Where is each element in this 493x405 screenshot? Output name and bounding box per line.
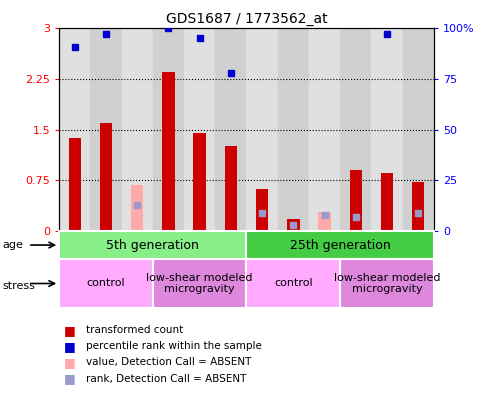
Bar <box>69 138 81 231</box>
Title: GDS1687 / 1773562_at: GDS1687 / 1773562_at <box>166 12 327 26</box>
Bar <box>256 189 268 231</box>
Bar <box>318 212 331 231</box>
Bar <box>309 28 340 231</box>
Text: ■: ■ <box>64 372 76 385</box>
Bar <box>371 28 403 231</box>
Text: transformed count: transformed count <box>86 325 183 335</box>
Bar <box>225 147 237 231</box>
Bar <box>153 259 246 308</box>
Bar <box>131 185 143 231</box>
Text: 25th generation: 25th generation <box>290 239 390 252</box>
Bar <box>278 28 309 231</box>
Bar <box>246 231 434 259</box>
Bar <box>100 123 112 231</box>
Bar <box>162 72 175 231</box>
Text: control: control <box>87 279 125 288</box>
Bar <box>340 28 371 231</box>
Text: percentile rank within the sample: percentile rank within the sample <box>86 341 262 351</box>
Bar <box>215 28 246 231</box>
Text: 5th generation: 5th generation <box>106 239 199 252</box>
Bar <box>381 173 393 231</box>
Text: value, Detection Call = ABSENT: value, Detection Call = ABSENT <box>86 358 251 367</box>
Bar <box>59 28 90 231</box>
Bar <box>153 28 184 231</box>
Bar <box>122 28 153 231</box>
Text: low-shear modeled
microgravity: low-shear modeled microgravity <box>146 273 253 294</box>
Text: rank, Detection Call = ABSENT: rank, Detection Call = ABSENT <box>86 374 246 384</box>
Bar <box>412 182 424 231</box>
Text: ■: ■ <box>64 356 76 369</box>
Bar <box>184 28 215 231</box>
Text: age: age <box>2 240 23 250</box>
Text: control: control <box>274 279 313 288</box>
Bar <box>59 231 246 259</box>
Bar <box>403 28 434 231</box>
Text: stress: stress <box>2 281 35 290</box>
Bar <box>246 28 278 231</box>
Bar <box>340 259 434 308</box>
Bar <box>193 133 206 231</box>
Bar <box>246 259 340 308</box>
Bar <box>90 28 122 231</box>
Bar <box>59 259 153 308</box>
Text: low-shear modeled
microgravity: low-shear modeled microgravity <box>334 273 440 294</box>
Bar <box>350 170 362 231</box>
Text: ■: ■ <box>64 340 76 353</box>
Bar <box>287 219 300 231</box>
Text: ■: ■ <box>64 324 76 337</box>
